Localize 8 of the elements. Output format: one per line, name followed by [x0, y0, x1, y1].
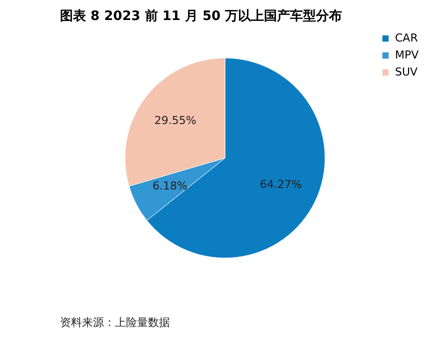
data-label: 29.55% [154, 114, 196, 127]
text: 资料来源：上险量数据 [60, 316, 170, 329]
data-label: 6.18% [152, 180, 188, 193]
legend-label: SUV [395, 66, 418, 78]
data-label: 64.27% [260, 178, 302, 191]
legend-label: CAR [395, 32, 418, 44]
legend-label: MPV [395, 48, 420, 62]
chart-title: 图表 8 2023 前 11 月 50 万以上国产车型分布 [60, 8, 342, 24]
